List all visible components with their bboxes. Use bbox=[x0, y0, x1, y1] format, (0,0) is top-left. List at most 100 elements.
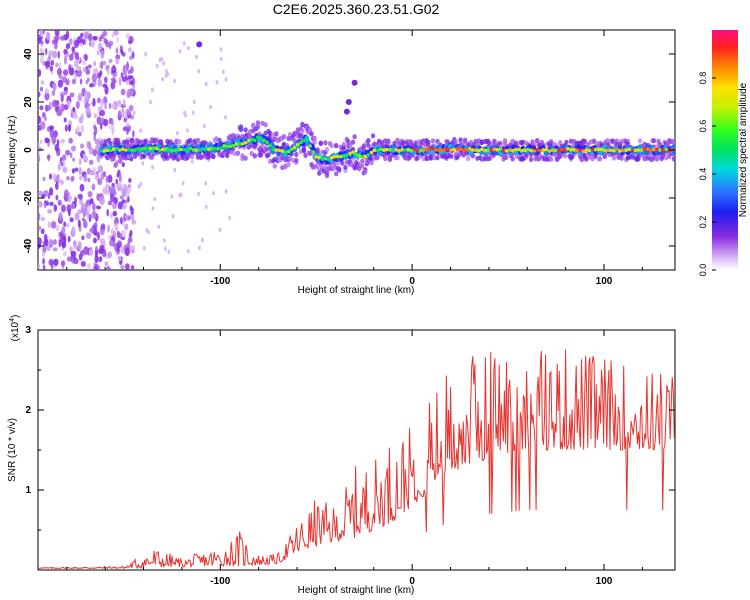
trace-core bbox=[296, 142, 300, 147]
trace-halo bbox=[294, 157, 299, 163]
trace-core bbox=[639, 148, 644, 152]
noise-speckle bbox=[120, 264, 125, 270]
trace-core bbox=[121, 147, 125, 152]
noise-speckle bbox=[115, 222, 118, 231]
trace-halo bbox=[462, 137, 468, 143]
colorbar-tick-label: 0.0 bbox=[698, 264, 708, 277]
trace-halo bbox=[324, 172, 330, 179]
colorbar-bar bbox=[712, 30, 738, 270]
noise-speckle bbox=[69, 53, 74, 61]
trace-halo bbox=[366, 143, 371, 149]
noise-speckle bbox=[178, 49, 182, 54]
trace-core bbox=[203, 147, 208, 151]
noise-speckle bbox=[123, 185, 128, 193]
noise-speckle bbox=[74, 51, 78, 60]
noise-speckle bbox=[38, 91, 41, 98]
noise-speckle bbox=[55, 182, 59, 190]
trace-core bbox=[455, 146, 460, 151]
trace-halo bbox=[142, 153, 147, 159]
noise-speckle bbox=[38, 69, 42, 77]
trace-halo bbox=[235, 150, 241, 156]
trace-halo bbox=[502, 138, 508, 144]
colorbar-tick-label: 0.6 bbox=[698, 120, 708, 133]
noise-speckle bbox=[55, 62, 59, 68]
noise-speckle bbox=[63, 117, 67, 123]
noise-speckle bbox=[121, 188, 124, 197]
noise-speckle bbox=[129, 80, 134, 86]
trace-core bbox=[618, 149, 622, 153]
trace-core bbox=[406, 147, 411, 152]
noise-speckle bbox=[42, 264, 46, 270]
trace-core bbox=[471, 148, 475, 152]
trace-core bbox=[596, 147, 601, 152]
trace-core bbox=[627, 147, 632, 152]
trace-core bbox=[335, 154, 340, 159]
trace-core bbox=[142, 146, 147, 151]
noise-speckle bbox=[39, 48, 43, 53]
noise-speckle bbox=[76, 65, 82, 71]
noise-speckle bbox=[100, 172, 105, 180]
trace-core bbox=[391, 149, 395, 153]
noise-speckle bbox=[157, 224, 161, 229]
trace-core bbox=[317, 155, 322, 160]
noise-speckle bbox=[88, 33, 93, 42]
noise-speckle bbox=[86, 167, 91, 175]
noise-speckle bbox=[173, 78, 176, 84]
noise-speckle bbox=[54, 35, 59, 42]
trace-halo bbox=[334, 171, 339, 177]
noise-speckle bbox=[97, 72, 102, 79]
trace-halo bbox=[510, 156, 515, 162]
noise-speckle bbox=[93, 67, 99, 76]
trace-core bbox=[271, 147, 276, 152]
noise-speckle bbox=[60, 94, 64, 103]
noise-speckle bbox=[89, 198, 94, 205]
noise-speckle bbox=[107, 251, 112, 259]
trace-halo bbox=[570, 153, 575, 159]
noise-speckle bbox=[155, 63, 159, 69]
snr-plot: -100 0 100 1 2 3 Height of straight line (km)… bbox=[7, 315, 676, 596]
trace-halo bbox=[249, 150, 254, 157]
noise-speckle bbox=[54, 143, 59, 152]
noise-speckle bbox=[57, 79, 64, 88]
noise-speckle bbox=[100, 50, 105, 59]
noise-speckle bbox=[67, 235, 71, 243]
noise-speckle bbox=[52, 99, 58, 108]
trace-core bbox=[498, 147, 503, 151]
trace-halo bbox=[312, 135, 317, 141]
noise-speckle bbox=[170, 194, 174, 199]
noise-speckle bbox=[137, 184, 141, 189]
noise-speckle bbox=[77, 219, 81, 228]
trace-halo bbox=[383, 155, 388, 162]
trace-halo bbox=[636, 156, 641, 162]
noise-speckle bbox=[39, 57, 44, 64]
trace-halo bbox=[528, 156, 534, 162]
trace-halo bbox=[334, 142, 339, 148]
noise-speckle bbox=[43, 116, 48, 122]
noise-speckle bbox=[50, 221, 57, 229]
noise-speckle bbox=[97, 178, 103, 186]
noise-speckle bbox=[38, 142, 41, 148]
trace-core bbox=[151, 146, 156, 150]
trace-core bbox=[357, 154, 362, 158]
trace-core bbox=[280, 149, 285, 153]
trace-core bbox=[563, 148, 567, 152]
noise-speckle bbox=[65, 149, 71, 156]
noise-speckle bbox=[151, 165, 154, 170]
noise-speckle bbox=[108, 235, 112, 240]
noise-speckle bbox=[110, 227, 114, 237]
noise-speckle bbox=[128, 186, 131, 194]
noise-speckle bbox=[74, 59, 79, 68]
trace-halo bbox=[395, 155, 400, 161]
noise-speckle bbox=[130, 114, 135, 120]
trace-halo bbox=[252, 153, 257, 159]
noise-speckle bbox=[62, 251, 67, 257]
noise-speckle bbox=[186, 249, 190, 254]
noise-speckle bbox=[118, 77, 122, 86]
noise-speckle bbox=[42, 257, 45, 265]
noise-speckle bbox=[87, 191, 93, 198]
trace-core bbox=[418, 148, 423, 153]
noise-speckle bbox=[92, 97, 96, 107]
colorbar-label: Normalized spectral amplitude bbox=[738, 82, 749, 217]
trace-core bbox=[633, 148, 638, 152]
trace-core bbox=[477, 148, 481, 153]
